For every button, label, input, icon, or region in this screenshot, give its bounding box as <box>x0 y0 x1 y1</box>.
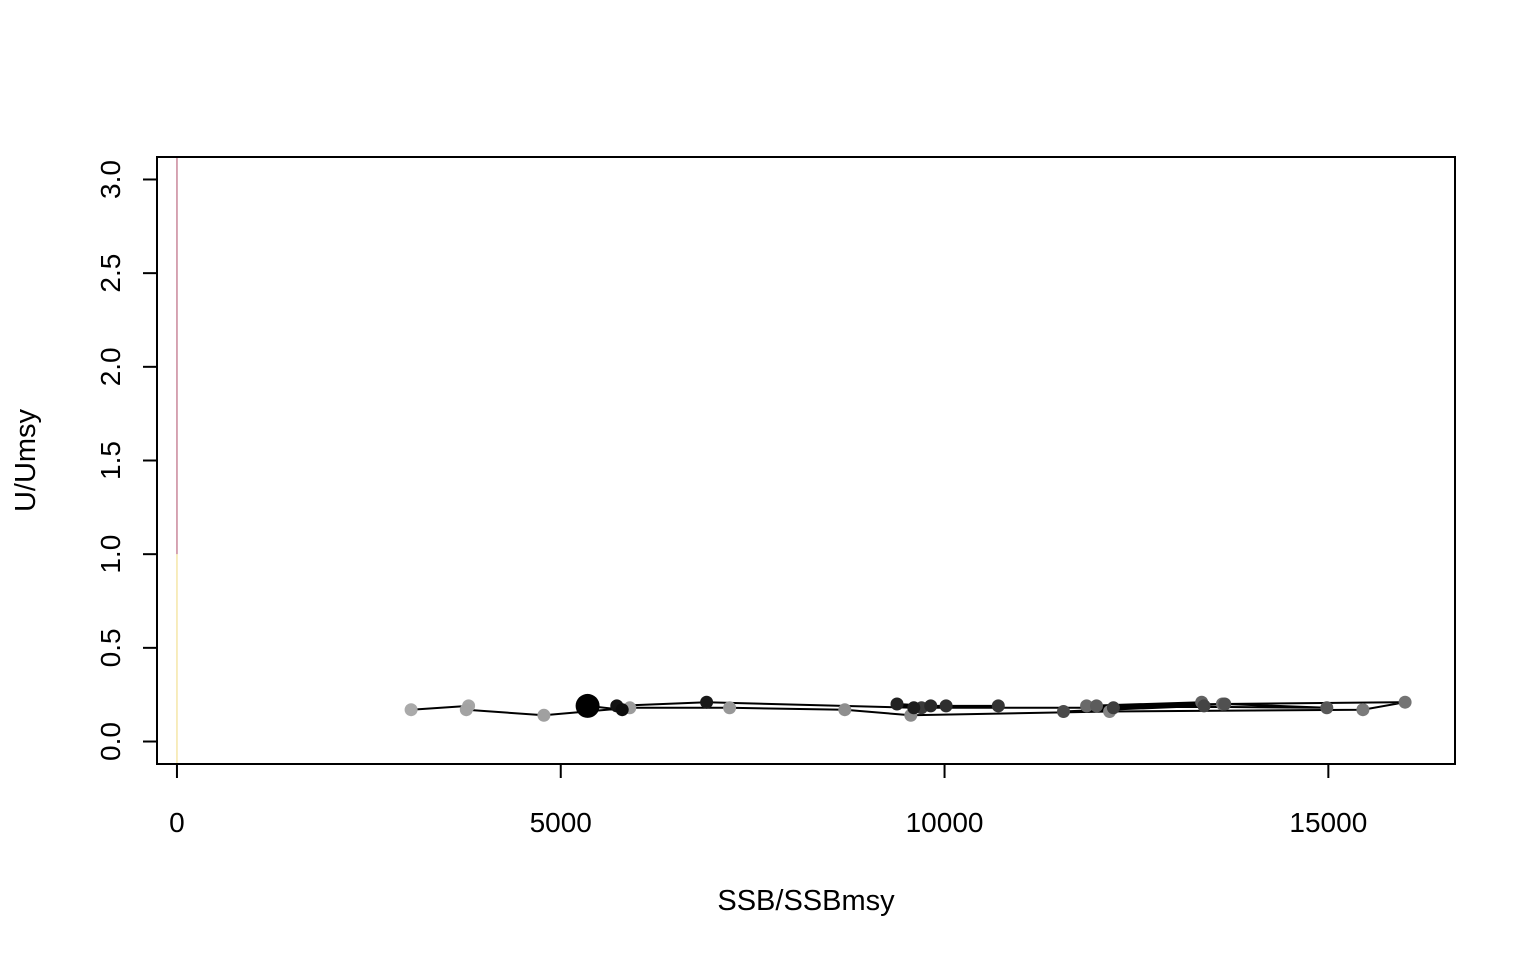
y-tick-label: 2.0 <box>95 347 126 386</box>
x-tick-label: 0 <box>169 807 185 838</box>
data-point <box>404 703 418 717</box>
data-point <box>1057 705 1070 718</box>
data-point <box>615 703 629 717</box>
x-axis-label: SSB/SSBmsy <box>717 885 895 917</box>
data-point <box>991 699 1005 713</box>
y-tick-label: 1.5 <box>95 441 126 480</box>
data-point <box>907 701 921 715</box>
data-point <box>924 699 938 713</box>
data-point <box>1090 699 1103 713</box>
data-point <box>838 703 852 717</box>
data-point <box>1197 699 1211 713</box>
data-point <box>890 697 904 711</box>
x-tick-label: 10000 <box>906 807 984 838</box>
data-point <box>1106 701 1120 715</box>
data-point <box>723 701 737 715</box>
data-point <box>459 703 473 717</box>
y-tick-label: 1.0 <box>95 535 126 574</box>
data-point <box>1356 703 1370 717</box>
data-point <box>1398 695 1412 709</box>
y-tick-label: 2.5 <box>95 254 126 293</box>
x-tick-label: 5000 <box>530 807 592 838</box>
data-point <box>700 695 714 709</box>
data-points <box>404 693 1412 722</box>
y-tick-label: 0.5 <box>95 628 126 667</box>
data-point <box>1320 701 1334 715</box>
data-point <box>1080 699 1094 713</box>
data-point <box>537 708 551 722</box>
y-tick-label: 3.0 <box>95 160 126 199</box>
y-axis-label: U/Umsy <box>10 408 42 512</box>
x-tick-label: 15000 <box>1289 807 1367 838</box>
x-axis: 0 5000 10000 15000 <box>169 763 1367 838</box>
plot-frame <box>156 156 1456 765</box>
data-point <box>939 699 953 713</box>
y-axis: 0.0 0.5 1.0 1.5 2.0 2.5 3.0 <box>95 160 158 761</box>
data-point <box>1218 697 1232 711</box>
y-tick-label: 0.0 <box>95 722 126 761</box>
data-point-final <box>575 693 600 718</box>
